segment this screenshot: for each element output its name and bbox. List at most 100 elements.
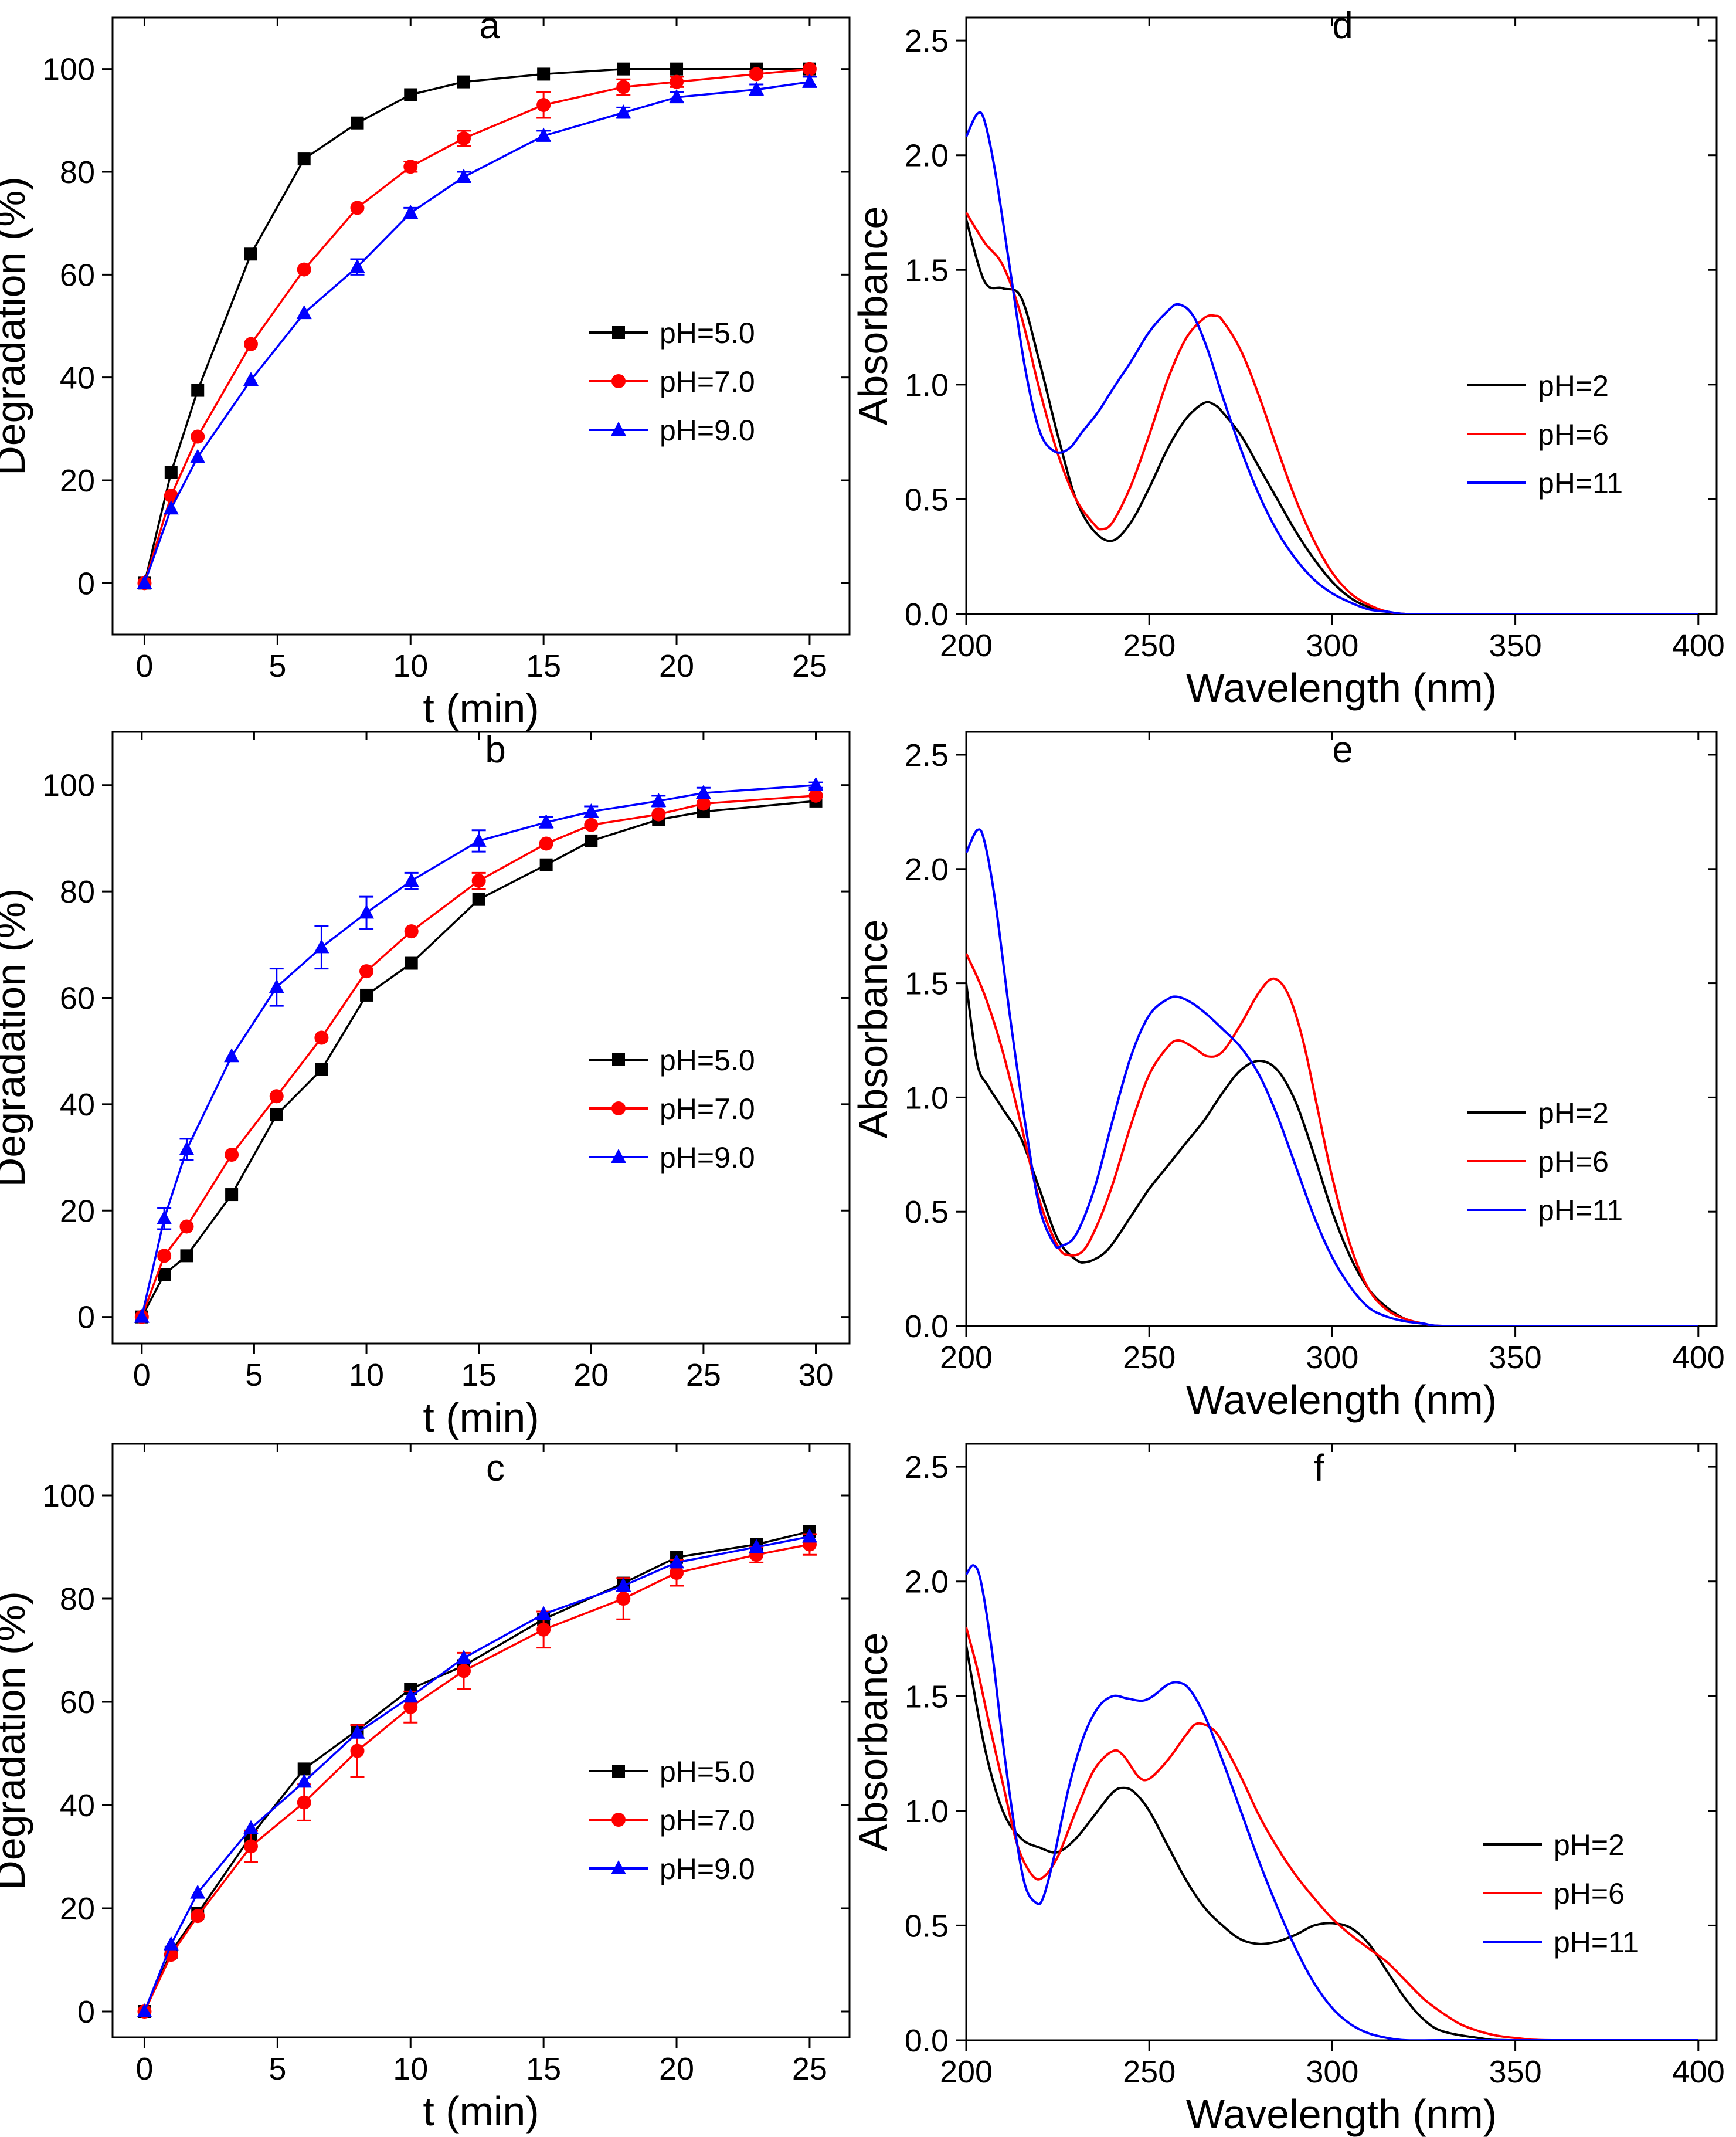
data-point: [539, 858, 553, 871]
data-point: [270, 1108, 283, 1122]
data-point: [243, 1820, 259, 1834]
data-point: [296, 1773, 312, 1788]
data-point: [164, 466, 178, 479]
legend-label: pH=9.0: [660, 1853, 755, 1885]
data-point: [359, 964, 374, 979]
data-point: [179, 1219, 194, 1234]
data-point: [180, 1249, 193, 1263]
data-point: [191, 429, 205, 444]
x-tick-label: 300: [1306, 1340, 1358, 1375]
x-tick-label: 15: [461, 1358, 497, 1393]
y-tick-label: 2.0: [905, 852, 949, 887]
x-tick-label: 25: [792, 2051, 827, 2087]
data-point: [163, 500, 179, 515]
y-tick-label: 20: [60, 1891, 95, 1926]
data-point: [164, 489, 178, 503]
data-point: [456, 1650, 472, 1664]
data-point: [616, 1592, 631, 1606]
y-tick-label: 0: [77, 1994, 95, 2030]
data-point: [536, 98, 551, 113]
legend-label: pH=5.0: [660, 317, 755, 350]
panel-c: 0 5 10 15 20 25 0 20 40 60 80 100 t (min) Degradation…: [0, 1443, 851, 2134]
y-tick-label: 80: [60, 155, 95, 190]
data-point: [243, 1839, 258, 1854]
series-pH=9.0: [134, 776, 824, 1323]
legend-marker: [612, 326, 625, 339]
x-axis-label: Wavelength (nm): [1186, 665, 1497, 711]
data-point: [190, 1884, 206, 1899]
data-point: [297, 152, 311, 166]
y-tick-label: 0: [77, 566, 95, 601]
legend-label: pH=9.0: [660, 414, 755, 447]
x-tick-label: 15: [526, 2051, 561, 2087]
data-point: [349, 1724, 365, 1739]
x-tick-label: 0: [135, 2051, 153, 2087]
y-tick-label: 80: [60, 1582, 95, 1617]
plot-frame: [111, 731, 851, 1345]
data-point: [314, 939, 329, 954]
legend-marker: [611, 1860, 626, 1874]
series-line-pH=2: [966, 1645, 1698, 2040]
legend: pH=2 pH=6 pH=11: [1467, 1097, 1623, 1227]
data-point: [472, 893, 485, 906]
data-point: [585, 834, 598, 847]
data-point: [191, 384, 205, 397]
data-point: [457, 1664, 471, 1678]
series-line-pH=11: [966, 1564, 1698, 2040]
x-tick-label: 0: [133, 1358, 151, 1393]
data-point: [536, 1606, 552, 1620]
data-point: [163, 1936, 179, 1951]
legend-label: pH=2: [1538, 1097, 1609, 1129]
y-tick-label: 0.0: [905, 597, 949, 632]
data-point: [243, 372, 259, 386]
panel-letter: b: [485, 728, 506, 771]
data-point: [403, 872, 419, 887]
series-pH=6: [966, 1627, 1698, 2040]
x-tick-label: 400: [1672, 628, 1725, 663]
data-point: [616, 1578, 631, 1592]
y-axis-label: Degradation (%): [0, 177, 33, 476]
series-pH=2: [966, 219, 1698, 614]
y-axis-label: Degradation (%): [0, 888, 33, 1188]
plot-area: [966, 1564, 1698, 2040]
data-point: [191, 1909, 205, 1924]
y-tick-label: 2.5: [905, 738, 949, 773]
y-tick-label: 60: [60, 981, 95, 1016]
data-point: [296, 305, 312, 320]
series-pH=9.0: [137, 1528, 817, 2017]
data-point: [297, 1762, 311, 1776]
panel-f: 200 250 300 350 400 0.0 0.5 1.0 1.5 2.0 2.5 Wavelen…: [850, 1443, 1725, 2137]
legend-label: pH=11: [1538, 1194, 1623, 1227]
data-point: [808, 788, 823, 803]
panel-letter: f: [1314, 1447, 1324, 1489]
legend-marker: [611, 1813, 626, 1827]
data-point: [616, 80, 631, 94]
x-tick-label: 20: [659, 2051, 694, 2087]
series-line-pH=6: [966, 212, 1698, 614]
plot-area: [137, 1525, 817, 2019]
y-tick-label: 40: [60, 1087, 95, 1122]
y-tick-label: 1.0: [905, 1080, 949, 1115]
data-point: [696, 796, 711, 811]
data-point: [584, 818, 599, 832]
y-tick-label: 40: [60, 1788, 95, 1823]
data-point: [269, 1089, 284, 1104]
series-pH=2: [966, 1645, 1698, 2040]
x-tick-label: 10: [393, 2051, 428, 2087]
panel-letter: c: [486, 1447, 505, 1489]
y-tick-label: 0.0: [905, 1309, 949, 1344]
x-tick-label: 350: [1489, 2054, 1542, 2089]
panel-letter: e: [1332, 728, 1353, 771]
legend-label: pH=5.0: [660, 1755, 755, 1788]
x-tick-label: 250: [1123, 628, 1176, 663]
y-tick-label: 2.0: [905, 1565, 949, 1600]
data-point: [405, 956, 418, 970]
x-tick-label: 10: [349, 1358, 384, 1393]
y-tick-label: 0.5: [905, 1195, 949, 1230]
data-point: [749, 67, 764, 82]
y-tick-label: 60: [60, 257, 95, 293]
data-point: [537, 67, 551, 81]
x-axis-label: t (min): [423, 686, 539, 731]
data-point: [669, 89, 685, 103]
legend-label: pH=5.0: [660, 1044, 755, 1077]
